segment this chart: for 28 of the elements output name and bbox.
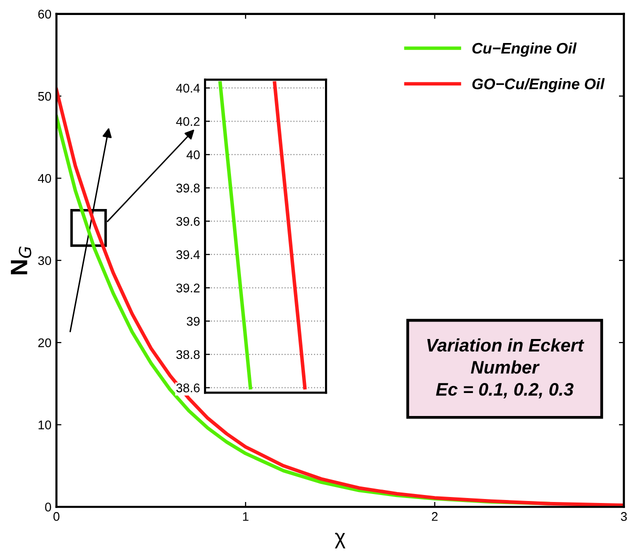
y-tick-label: 39.2 xyxy=(176,284,200,292)
y-tick-label: 10 xyxy=(38,420,52,430)
y-tick-label: 38.6 xyxy=(176,383,200,392)
y-tick-label: 40.2 xyxy=(176,117,200,126)
y-axis-title: N$_{G}$ xyxy=(10,246,32,274)
x-tick-label: 1 xyxy=(243,512,248,521)
y-tick-label: 40.4 xyxy=(176,84,200,93)
y-tick-label: 39 xyxy=(186,316,200,326)
y-tick-label: 39.8 xyxy=(176,184,200,193)
y-tick-label: 30 xyxy=(38,256,52,266)
x-tick-label: 3 xyxy=(620,512,627,521)
y-tick-label: 39.4 xyxy=(176,250,200,260)
y-tick-label: 50 xyxy=(38,92,52,101)
y-tick-label: 60 xyxy=(38,10,52,19)
x-axis-title: χ xyxy=(334,532,346,548)
line-series xyxy=(218,81,252,390)
annotation: Variation in Eckert Number Ec = 0.1, 0.2, 0.3 xyxy=(427,338,584,398)
x-tick-label: 2 xyxy=(432,512,438,521)
legend-label: Cu−Engine Oil xyxy=(472,42,577,57)
y-tick-label: 20 xyxy=(38,338,52,348)
legend-label: GO−Cu/Engine Oil xyxy=(472,78,605,92)
line-series xyxy=(272,81,307,390)
y-tick-label: 39.6 xyxy=(176,216,200,226)
x-tick-label: 0 xyxy=(53,512,60,521)
y-tick-label: 40 xyxy=(38,174,52,183)
y-tick-label: 40 xyxy=(186,150,200,160)
y-tick-label: 38.8 xyxy=(176,350,200,360)
y-tick-label: 0 xyxy=(45,502,52,512)
